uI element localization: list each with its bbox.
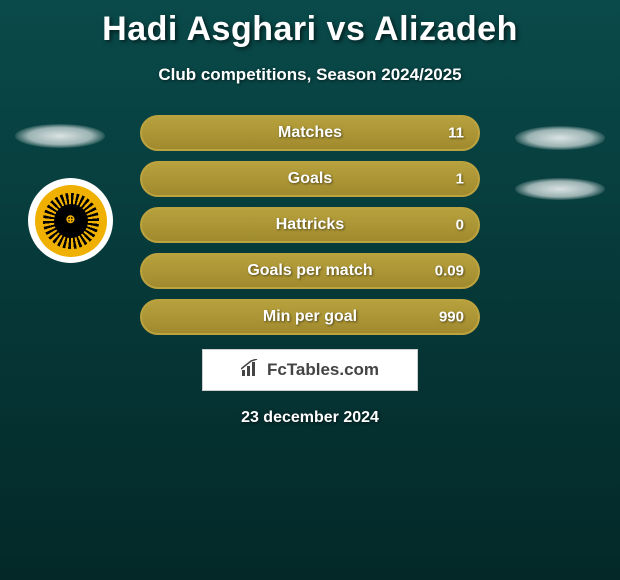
stat-value: 990: [439, 309, 464, 326]
stat-value: 0.09: [435, 263, 464, 280]
club-badge: ⴲ: [28, 178, 113, 263]
stat-label: Hattricks: [276, 216, 344, 234]
stat-row-min-per-goal: Min per goal 990: [140, 299, 480, 335]
stat-row-hattricks: Hattricks 0: [140, 207, 480, 243]
stat-row-goals: Goals 1: [140, 161, 480, 197]
stat-value: 11: [448, 125, 464, 142]
stat-label: Matches: [278, 124, 342, 142]
bar-chart-icon: [241, 359, 261, 382]
stat-value: 1: [456, 171, 464, 188]
stat-label: Min per goal: [263, 308, 357, 326]
club-badge-ring: ⴲ: [35, 185, 107, 257]
stat-value: 0: [456, 217, 464, 234]
stat-label: Goals per match: [247, 262, 372, 280]
page-subtitle: Club competitions, Season 2024/2025: [0, 65, 620, 85]
stat-label: Goals: [288, 170, 332, 188]
stat-row-matches: Matches 11: [140, 115, 480, 151]
stat-row-goals-per-match: Goals per match 0.09: [140, 253, 480, 289]
brand-box[interactable]: FcTables.com: [202, 349, 418, 391]
page-title: Hadi Asghari vs Alizadeh: [0, 0, 620, 49]
stats-panel: Matches 11 Goals 1 Hattricks 0 Goals per…: [140, 115, 480, 335]
brand-text: FcTables.com: [267, 360, 379, 380]
club-badge-core: ⴲ: [54, 204, 88, 238]
player-right-shadow-1: [515, 126, 605, 150]
footer-date: 23 december 2024: [0, 409, 620, 427]
player-left-shadow: [15, 124, 105, 148]
player-right-shadow-2: [515, 178, 605, 200]
club-badge-sunburst: ⴲ: [43, 193, 99, 249]
